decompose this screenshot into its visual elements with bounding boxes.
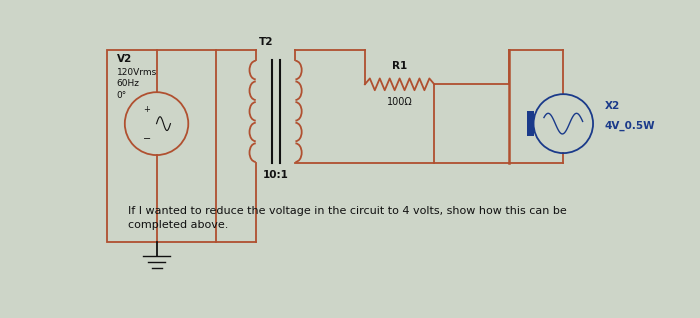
- Bar: [526, 111, 533, 136]
- Text: +: +: [144, 105, 150, 114]
- Text: 10:1: 10:1: [262, 170, 288, 180]
- Text: 120Vrms
60Hz
0°: 120Vrms 60Hz 0°: [117, 68, 157, 100]
- Text: 4V_0.5W: 4V_0.5W: [605, 121, 656, 131]
- Text: R1: R1: [392, 60, 407, 71]
- Text: V2: V2: [117, 54, 132, 64]
- Text: If I wanted to reduce the voltage in the circuit to 4 volts, show how this can b: If I wanted to reduce the voltage in the…: [128, 206, 566, 230]
- Text: 100Ω: 100Ω: [386, 97, 412, 107]
- Text: −: −: [143, 134, 150, 144]
- Text: T2: T2: [258, 37, 273, 47]
- Bar: [107, 50, 216, 242]
- Text: X2: X2: [605, 101, 620, 111]
